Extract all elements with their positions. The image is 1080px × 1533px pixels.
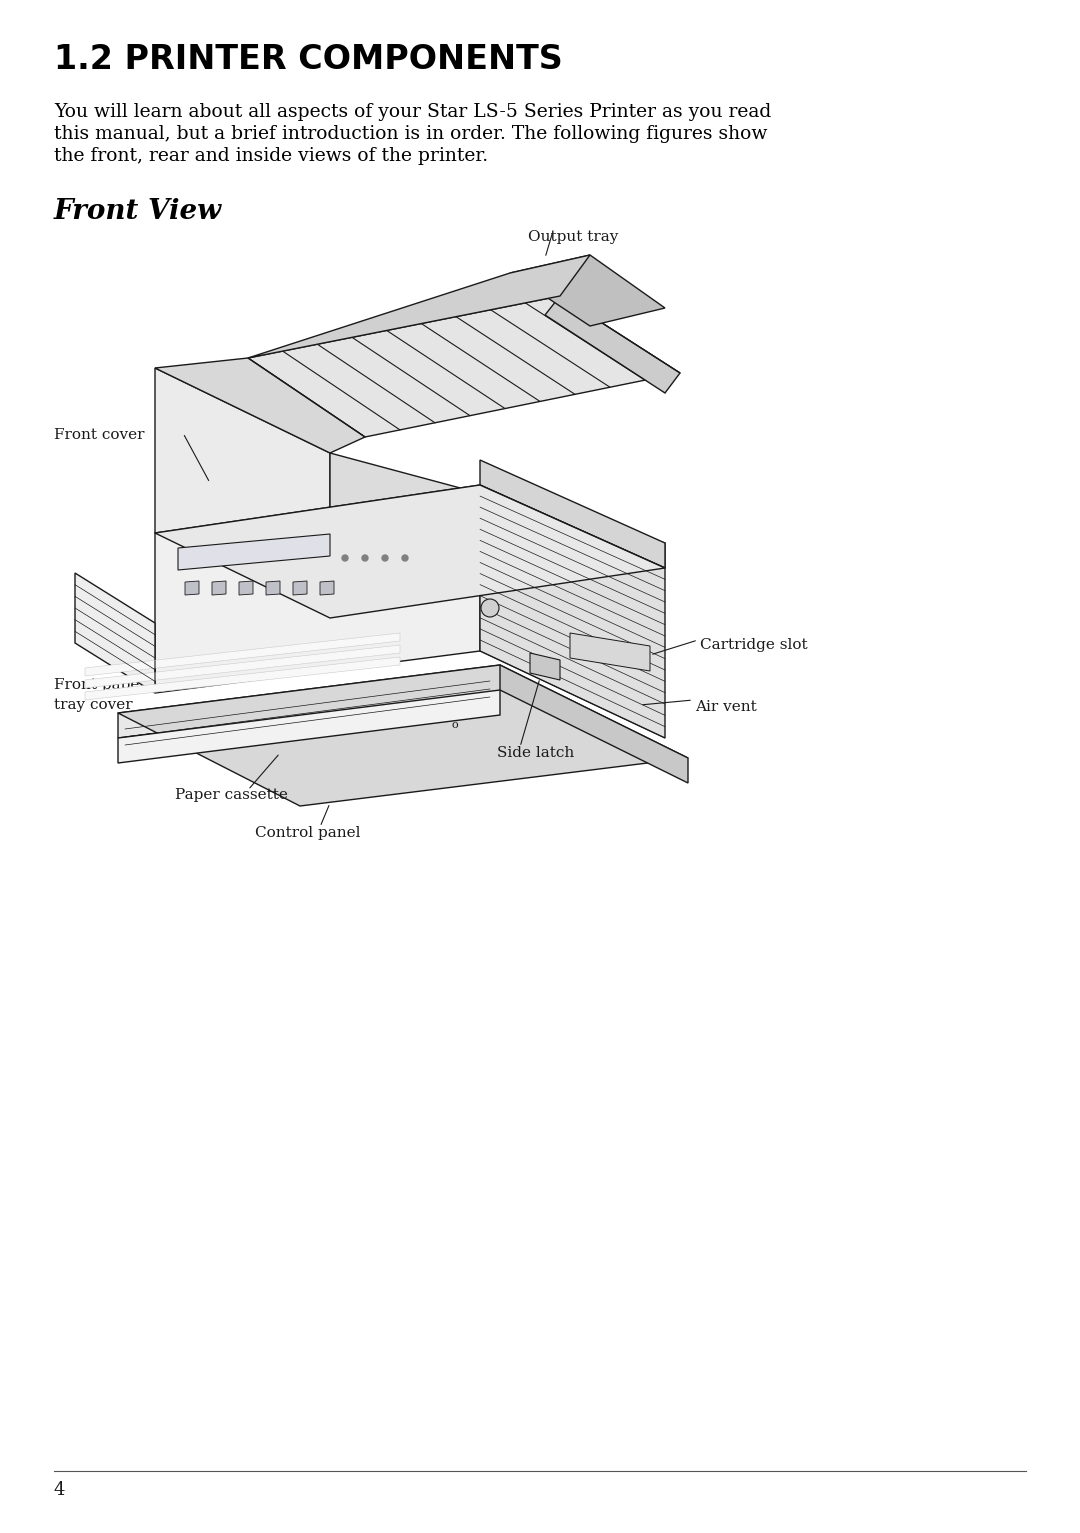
Text: Air vent: Air vent [696, 701, 757, 714]
Text: 4: 4 [54, 1481, 66, 1499]
Polygon shape [480, 460, 665, 569]
Polygon shape [330, 452, 665, 618]
Text: You will learn about all aspects of your Star LS-5 Series Printer as you read: You will learn about all aspects of your… [54, 103, 771, 121]
Circle shape [382, 555, 388, 561]
Polygon shape [118, 665, 688, 806]
Polygon shape [293, 581, 307, 595]
Text: Cartridge slot: Cartridge slot [700, 638, 808, 652]
Polygon shape [85, 633, 400, 676]
Text: tray cover: tray cover [54, 698, 133, 711]
Polygon shape [156, 359, 365, 452]
Circle shape [481, 599, 499, 616]
Text: Output tray: Output tray [528, 230, 619, 244]
Text: the front, rear and inside views of the printer.: the front, rear and inside views of the … [54, 147, 488, 166]
Polygon shape [320, 581, 334, 595]
Polygon shape [510, 254, 665, 327]
Polygon shape [156, 484, 665, 618]
Polygon shape [530, 653, 561, 681]
Polygon shape [239, 581, 253, 595]
Text: Control panel: Control panel [255, 826, 361, 840]
Polygon shape [156, 368, 330, 618]
Polygon shape [212, 581, 226, 595]
Polygon shape [480, 484, 665, 737]
Polygon shape [545, 296, 680, 392]
Text: Side latch: Side latch [497, 747, 575, 760]
Text: Front paper: Front paper [54, 678, 147, 691]
Polygon shape [248, 296, 680, 437]
Polygon shape [118, 690, 500, 763]
Text: Front View: Front View [54, 198, 222, 225]
Polygon shape [85, 658, 400, 701]
Circle shape [342, 555, 348, 561]
Polygon shape [75, 573, 156, 693]
Circle shape [362, 555, 368, 561]
Polygon shape [500, 665, 688, 783]
Text: o: o [451, 721, 458, 730]
Polygon shape [570, 633, 650, 671]
Polygon shape [185, 581, 199, 595]
Polygon shape [248, 254, 590, 359]
Polygon shape [266, 581, 280, 595]
Text: this manual, but a brief introduction is in order. The following figures show: this manual, but a brief introduction is… [54, 126, 768, 143]
Text: Front cover: Front cover [54, 428, 145, 442]
Text: 1.2 PRINTER COMPONENTS: 1.2 PRINTER COMPONENTS [54, 43, 563, 77]
Polygon shape [118, 665, 500, 737]
Polygon shape [178, 533, 330, 570]
Circle shape [402, 555, 408, 561]
Text: Paper cassette: Paper cassette [175, 788, 288, 802]
Polygon shape [85, 645, 400, 688]
Polygon shape [156, 484, 480, 693]
